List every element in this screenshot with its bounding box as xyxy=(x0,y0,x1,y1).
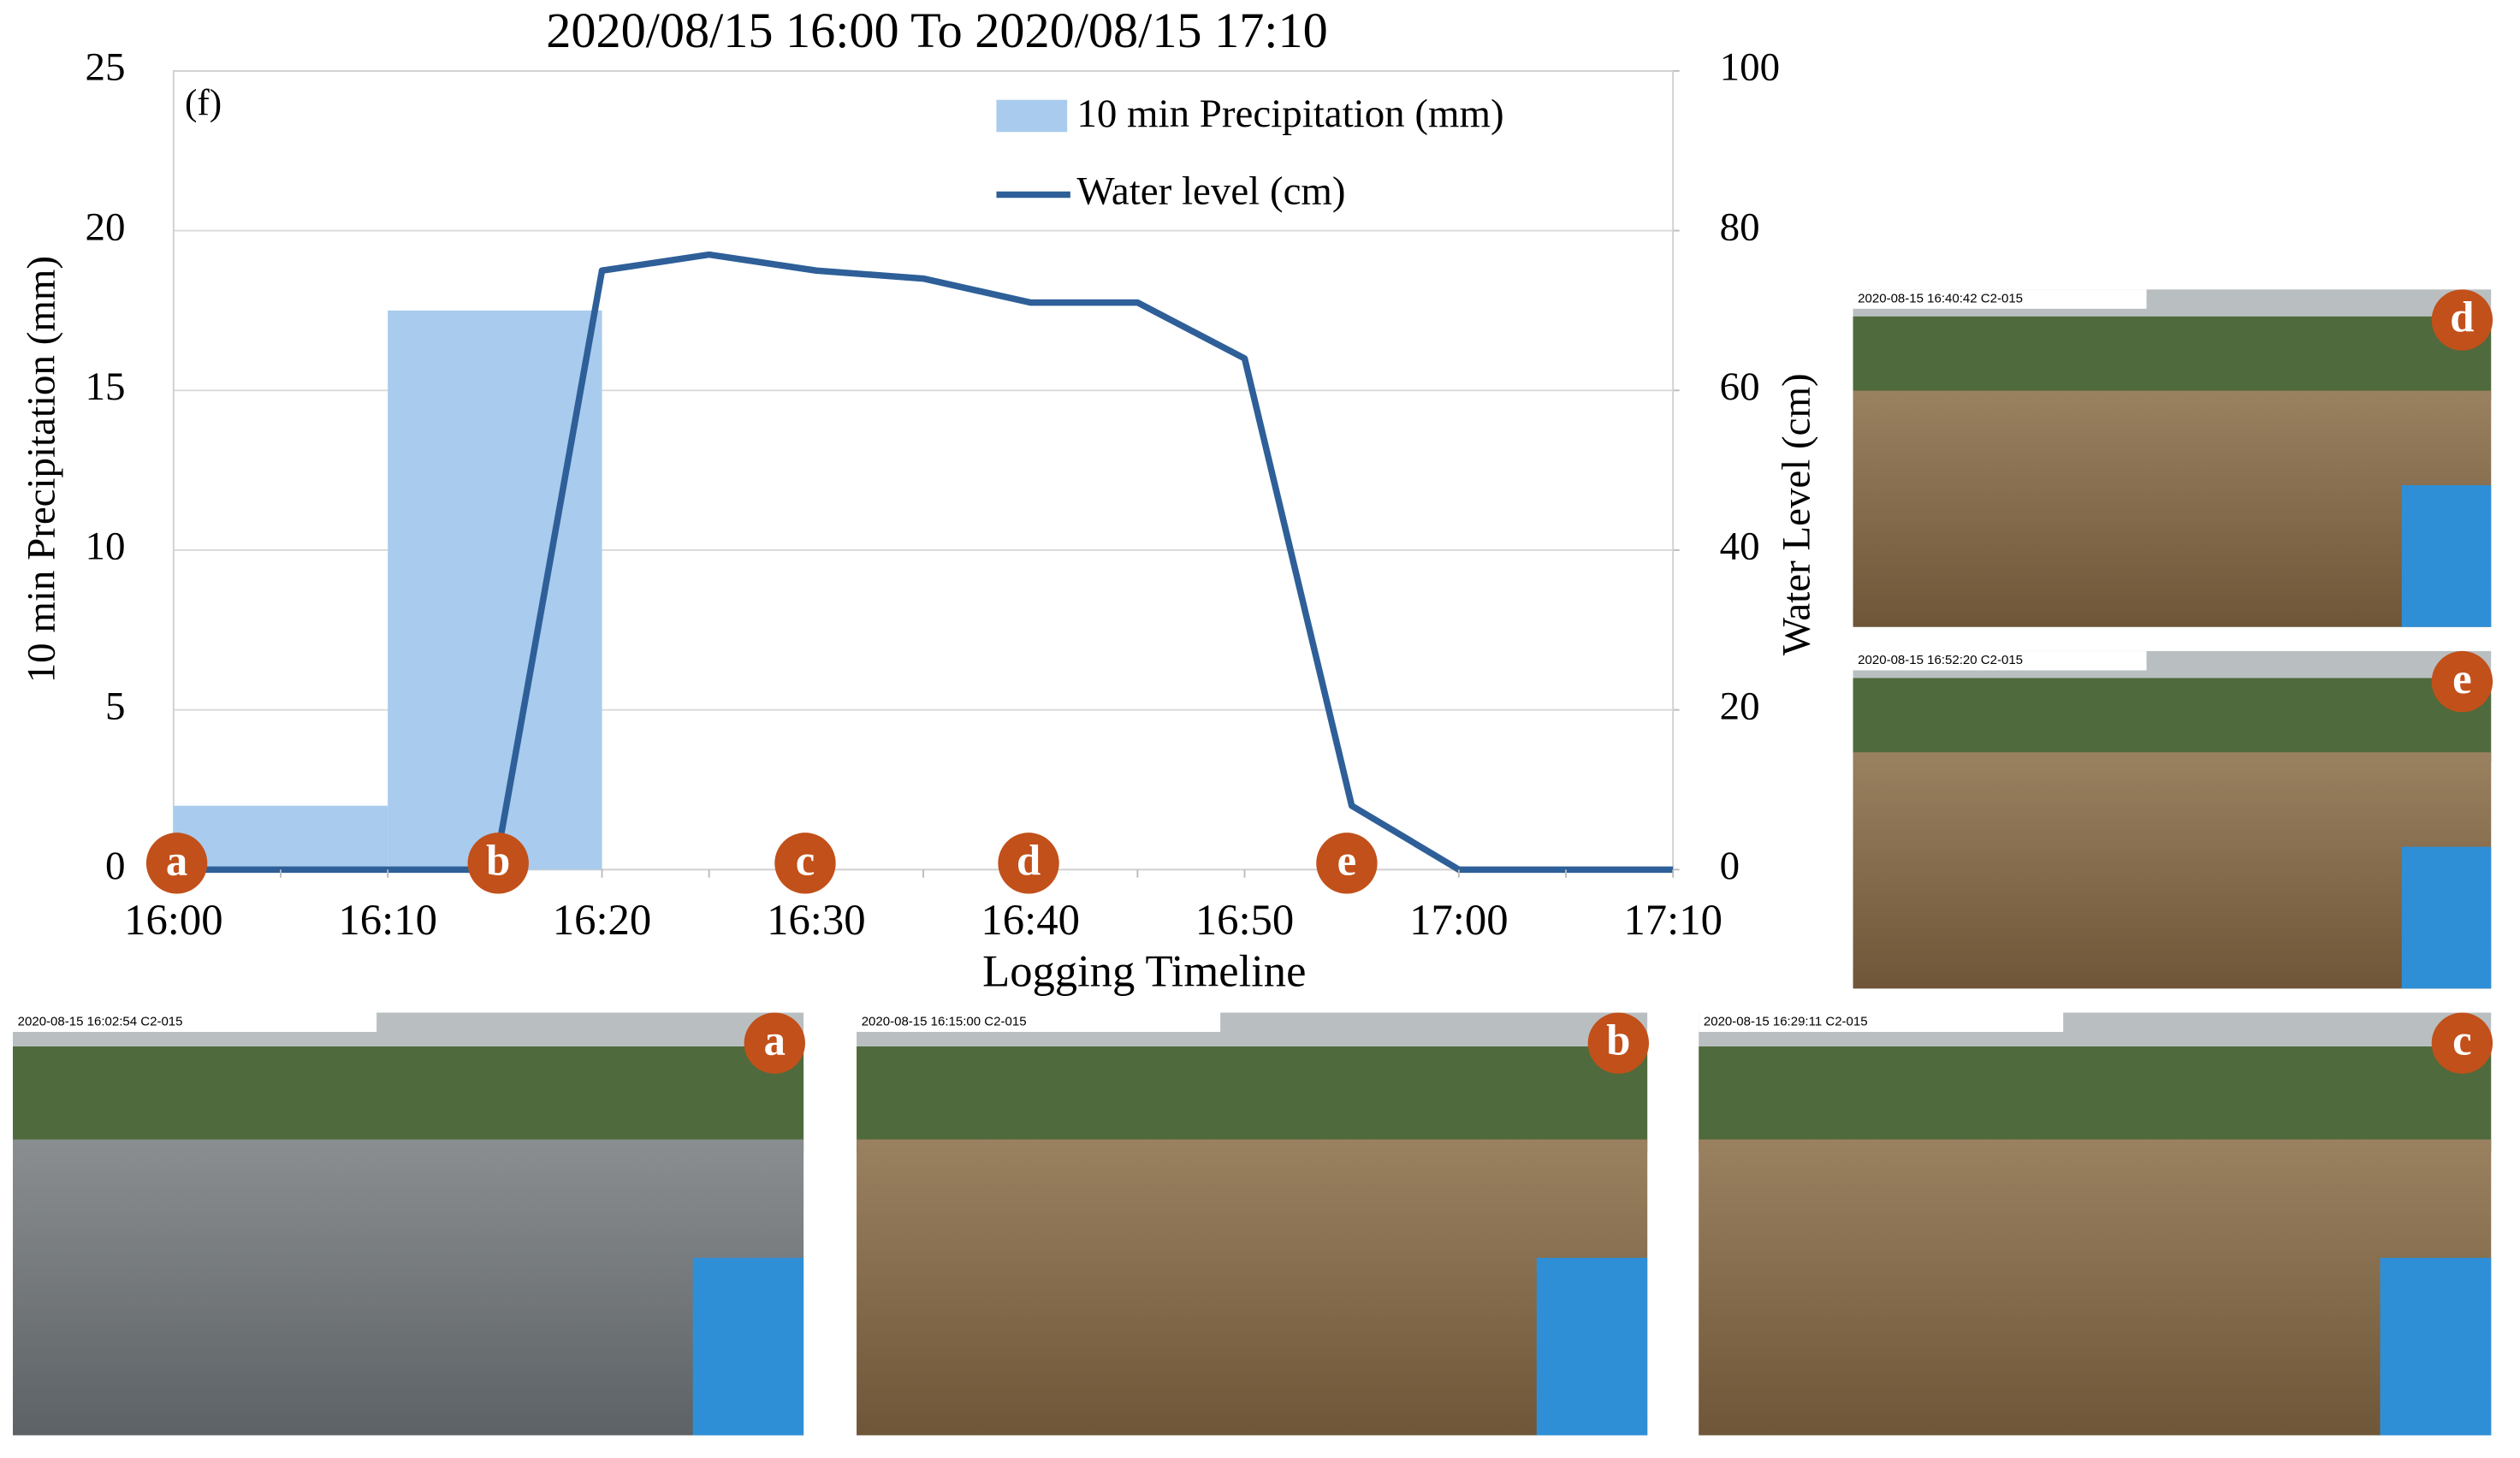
legend-label: Water level (cm) xyxy=(1076,169,1345,213)
y2-tick-label: 80 xyxy=(1720,204,1760,249)
photo-trees xyxy=(1853,316,2492,401)
marker-label: b xyxy=(1606,1016,1630,1064)
marker-badge xyxy=(744,1012,805,1074)
photo-trees xyxy=(1853,678,2492,763)
marker-label: d xyxy=(1017,836,1041,884)
bar xyxy=(388,310,602,870)
photo-trees xyxy=(857,1046,1648,1153)
marker-badge xyxy=(2431,289,2493,351)
photo-stamp: 2020-08-15 16:40:42 C2-015 xyxy=(1858,292,2023,306)
photo-stamp-bar xyxy=(1853,650,2147,671)
photo-stamp: 2020-08-15 16:29:11 C2-015 xyxy=(1704,1015,1868,1029)
y-tick-label: 10 xyxy=(86,525,126,569)
y2-axis-title: Water Level (cm) xyxy=(1774,373,1818,655)
x-tick-label: 16:50 xyxy=(1195,896,1295,944)
y-tick-label: 0 xyxy=(105,844,125,888)
photo-device xyxy=(2401,846,2492,989)
marker-badge xyxy=(1316,833,1378,894)
y-tick-label: 15 xyxy=(86,364,126,409)
marker-badge xyxy=(2431,650,2493,713)
marker-badge xyxy=(1587,1012,1650,1074)
legend-swatch xyxy=(996,99,1068,133)
photo-road xyxy=(1853,390,2492,627)
legend-label: 10 min Precipitation (mm) xyxy=(1076,92,1503,136)
x-tick-label: 16:00 xyxy=(124,896,223,944)
y2-tick-label: 20 xyxy=(1720,684,1760,728)
water-level-line xyxy=(173,251,1674,874)
photo-device xyxy=(692,1257,804,1436)
y2-tick-label: 40 xyxy=(1720,525,1760,569)
marker-label: a xyxy=(764,1016,786,1064)
photo-stamp-bar xyxy=(857,1012,1221,1033)
photo-trees xyxy=(1699,1046,2492,1153)
photo-stamp: 2020-08-15 16:52:20 C2-015 xyxy=(1858,653,2023,667)
photo-device xyxy=(1536,1257,1648,1436)
marker-label: e xyxy=(2452,655,2472,702)
y-tick-label: 20 xyxy=(86,204,126,249)
panel-label: (f) xyxy=(185,83,222,123)
photo-stamp-bar xyxy=(13,1012,377,1033)
y2-tick-label: 100 xyxy=(1720,45,1780,90)
photo-trees xyxy=(13,1046,804,1153)
photo-stamp-bar xyxy=(1853,289,2147,309)
y-tick-label: 5 xyxy=(105,684,125,728)
y2-tick-label: 60 xyxy=(1720,364,1760,409)
marker-label: d xyxy=(2450,293,2474,341)
x-tick-label: 17:00 xyxy=(1409,896,1509,944)
marker-label: e xyxy=(1337,836,1357,884)
bar xyxy=(173,805,388,870)
photo-road xyxy=(857,1139,1648,1436)
photo-stamp: 2020-08-15 16:02:54 C2-015 xyxy=(18,1015,183,1029)
marker-badge xyxy=(2431,1012,2493,1074)
photo-stamp-bar xyxy=(1699,1012,2064,1033)
photo-device xyxy=(2380,1257,2492,1436)
x-axis-title: Logging Timeline xyxy=(982,946,1306,996)
marker-label: b xyxy=(486,836,510,884)
x-tick-label: 16:20 xyxy=(553,896,652,944)
chart-title: 2020/08/15 16:00 To 2020/08/15 17:10 xyxy=(546,3,1327,58)
marker-label: c xyxy=(2452,1016,2472,1064)
marker-badge xyxy=(145,833,208,894)
photo-road xyxy=(1699,1139,2492,1436)
x-tick-label: 16:30 xyxy=(767,896,866,944)
marker-badge xyxy=(998,833,1059,894)
photo-road xyxy=(13,1139,804,1436)
marker-label: c xyxy=(796,836,815,884)
y-axis-title: 10 min Precipitation (mm) xyxy=(19,256,63,683)
x-tick-label: 16:40 xyxy=(981,896,1080,944)
photo-device xyxy=(2401,485,2492,627)
x-tick-label: 16:10 xyxy=(338,896,437,944)
photo-road xyxy=(1853,752,2492,989)
y-tick-label: 25 xyxy=(86,45,126,90)
x-tick-label: 17:10 xyxy=(1623,896,1722,944)
photo-stamp: 2020-08-15 16:15:00 C2-015 xyxy=(862,1015,1027,1029)
marker-badge xyxy=(774,833,836,894)
marker-badge xyxy=(467,833,529,894)
marker-label: a xyxy=(166,836,187,884)
y2-tick-label: 0 xyxy=(1720,844,1740,888)
